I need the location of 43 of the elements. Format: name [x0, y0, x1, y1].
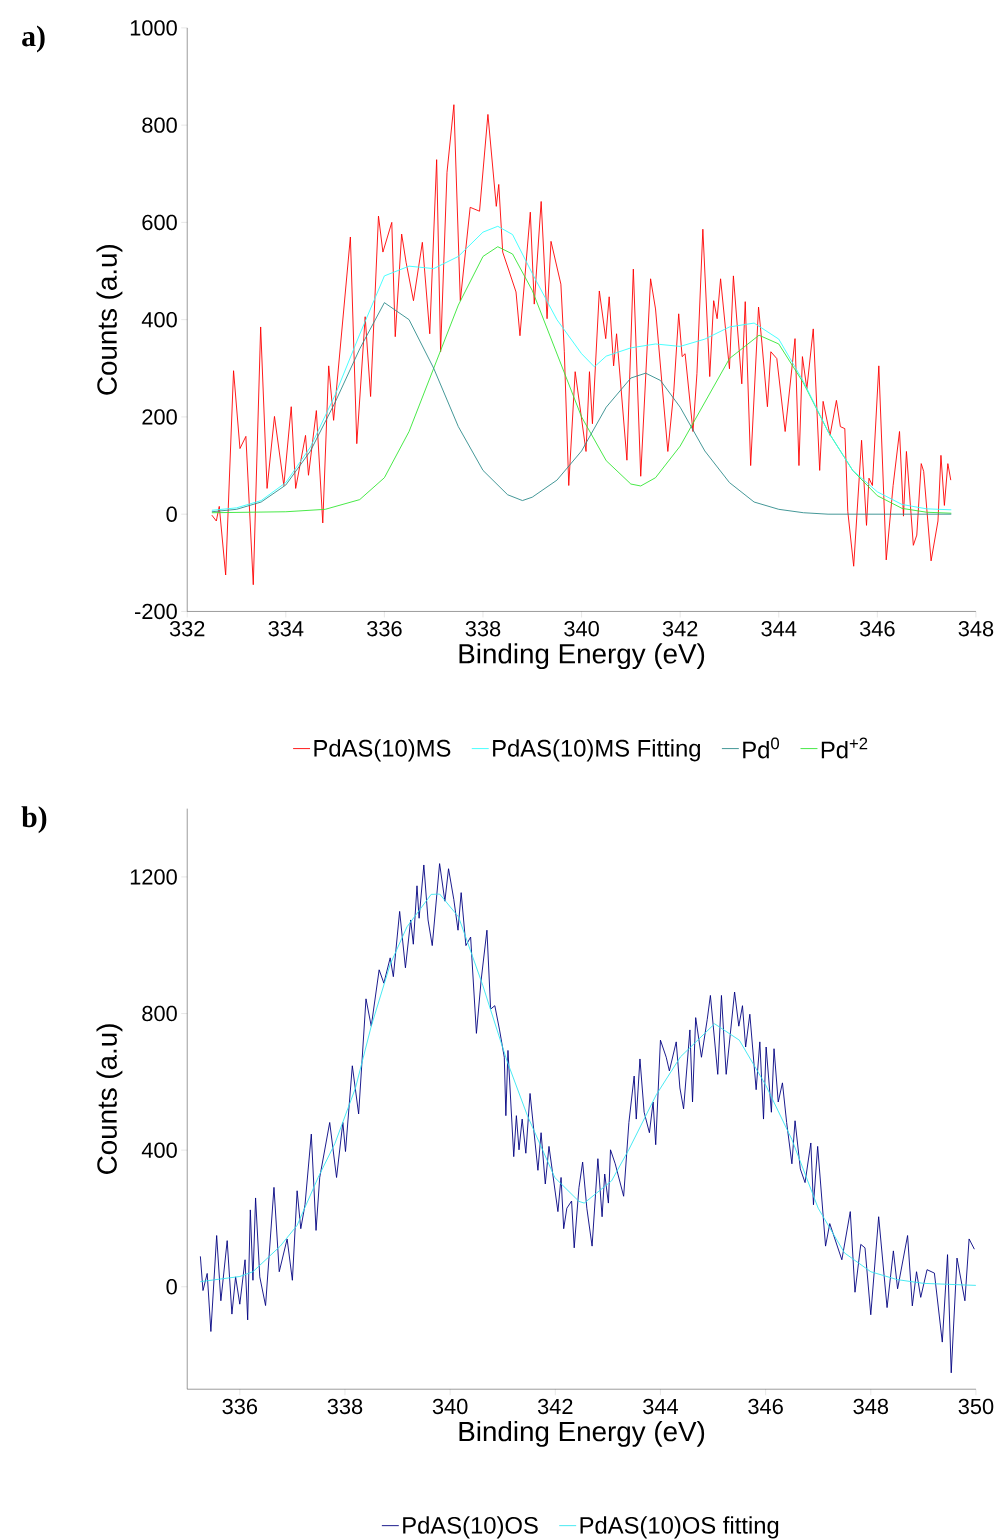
legend-label: PdAS(10)OS [403, 1516, 538, 1539]
x-tick-label: 344 [761, 620, 797, 637]
x-tick-label: 340 [432, 1398, 468, 1415]
x-tick-label: 346 [860, 620, 895, 637]
chart-title: b) [21, 806, 47, 834]
x-tick-label: 338 [465, 620, 501, 637]
x-tick-label: 336 [222, 1398, 258, 1415]
x-tick-label: 332 [169, 620, 205, 637]
x-tick-label: 348 [958, 620, 994, 637]
y-tick-label: 1000 [130, 20, 177, 36]
legend-label: PdAS(10)OS fitting [580, 1516, 779, 1539]
x-tick-label: 334 [268, 620, 304, 637]
y-tick-label: 200 [142, 409, 177, 425]
chart-title: a) [22, 25, 45, 53]
legend-label: PdAS(10)MS [314, 739, 451, 762]
y-tick-label: 600 [142, 214, 177, 231]
y-tick-label: 800 [142, 117, 177, 133]
y-tick-label: -200 [135, 603, 177, 620]
x-tick-label: 344 [643, 1398, 679, 1415]
line-series [200, 893, 977, 1286]
y-tick-label: 0 [166, 1279, 177, 1295]
x-tick-label: 346 [748, 1398, 783, 1415]
legend-label: Pd$^{+2}$ [821, 737, 868, 759]
y-tick-label: 0 [166, 506, 177, 522]
x-tick-label: 336 [367, 620, 402, 637]
x-tick-label: 342 [662, 620, 698, 637]
y-tick-label: 400 [141, 1142, 177, 1158]
line-series [211, 104, 952, 586]
y-tick-label: 400 [141, 311, 177, 328]
x-axis-title: Binding Energy (eV) [459, 643, 705, 670]
y-axis-title: Counts (a.u) [96, 1024, 123, 1174]
legend-label: Pd$^{0}$ [743, 737, 780, 759]
x-tick-label: 348 [853, 1398, 889, 1415]
line-series [200, 863, 975, 1374]
y-tick-label: 800 [142, 1005, 177, 1022]
x-tick-label: 342 [538, 1398, 573, 1415]
x-axis-title: Binding Energy (eV) [459, 1420, 705, 1447]
x-tick-label: 340 [564, 620, 600, 637]
y-axis-title: Counts (a.u) [96, 245, 123, 395]
x-tick-label: 350 [958, 1398, 994, 1415]
y-tick-label: 1200 [130, 869, 177, 885]
legend-label: PdAS(10)MS Fitting [493, 739, 701, 762]
x-tick-label: 338 [327, 1398, 363, 1415]
